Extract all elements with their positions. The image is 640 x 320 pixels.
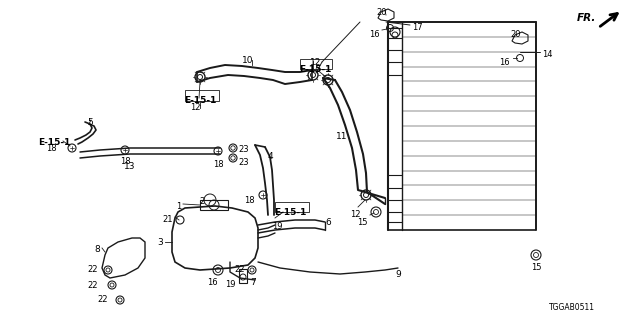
- Bar: [300, 59, 332, 69]
- Bar: [185, 90, 219, 101]
- Text: 21: 21: [163, 215, 173, 224]
- Bar: [275, 202, 309, 212]
- Text: 16: 16: [499, 58, 510, 67]
- Text: 22: 22: [97, 295, 108, 305]
- Text: 23: 23: [238, 145, 248, 154]
- Text: 18: 18: [244, 196, 255, 204]
- Text: 19: 19: [225, 280, 236, 289]
- Text: 23: 23: [238, 158, 248, 167]
- Text: TGGAB0511: TGGAB0511: [549, 303, 595, 312]
- Text: 3: 3: [157, 237, 163, 246]
- Text: 20: 20: [377, 8, 387, 17]
- Text: FR.: FR.: [577, 13, 596, 23]
- Text: 22: 22: [88, 266, 98, 275]
- Text: E-15-1: E-15-1: [274, 208, 306, 217]
- Text: 1: 1: [176, 202, 181, 211]
- Text: 7: 7: [250, 278, 256, 287]
- Text: 6: 6: [325, 218, 331, 227]
- Text: E-15-1: E-15-1: [38, 138, 70, 147]
- Text: 22: 22: [88, 281, 98, 290]
- Text: E-15-1: E-15-1: [299, 65, 331, 74]
- Text: 12: 12: [310, 58, 321, 67]
- Text: 4: 4: [268, 152, 274, 161]
- Text: E-15-1: E-15-1: [184, 96, 216, 105]
- Text: 22: 22: [234, 265, 245, 274]
- Text: 10: 10: [243, 56, 253, 65]
- Text: 20: 20: [511, 30, 521, 39]
- Text: 8: 8: [94, 245, 100, 254]
- Text: 18: 18: [212, 160, 223, 169]
- Text: 16: 16: [207, 278, 218, 287]
- Text: 18: 18: [46, 143, 57, 153]
- Text: 12: 12: [349, 210, 360, 219]
- Text: 12: 12: [189, 103, 200, 112]
- Text: 19: 19: [272, 222, 282, 231]
- Text: 5: 5: [87, 118, 93, 127]
- Text: 17: 17: [412, 23, 422, 32]
- Text: 18: 18: [120, 157, 131, 166]
- Text: 11: 11: [335, 132, 347, 141]
- Text: 13: 13: [124, 162, 136, 171]
- Text: 15: 15: [531, 263, 541, 272]
- Bar: [239, 269, 247, 283]
- Bar: [200, 200, 228, 210]
- Text: 14: 14: [542, 50, 552, 59]
- Text: 15: 15: [358, 218, 368, 227]
- Text: 2: 2: [200, 197, 205, 206]
- Text: 16: 16: [369, 30, 380, 39]
- Text: 9: 9: [395, 270, 401, 279]
